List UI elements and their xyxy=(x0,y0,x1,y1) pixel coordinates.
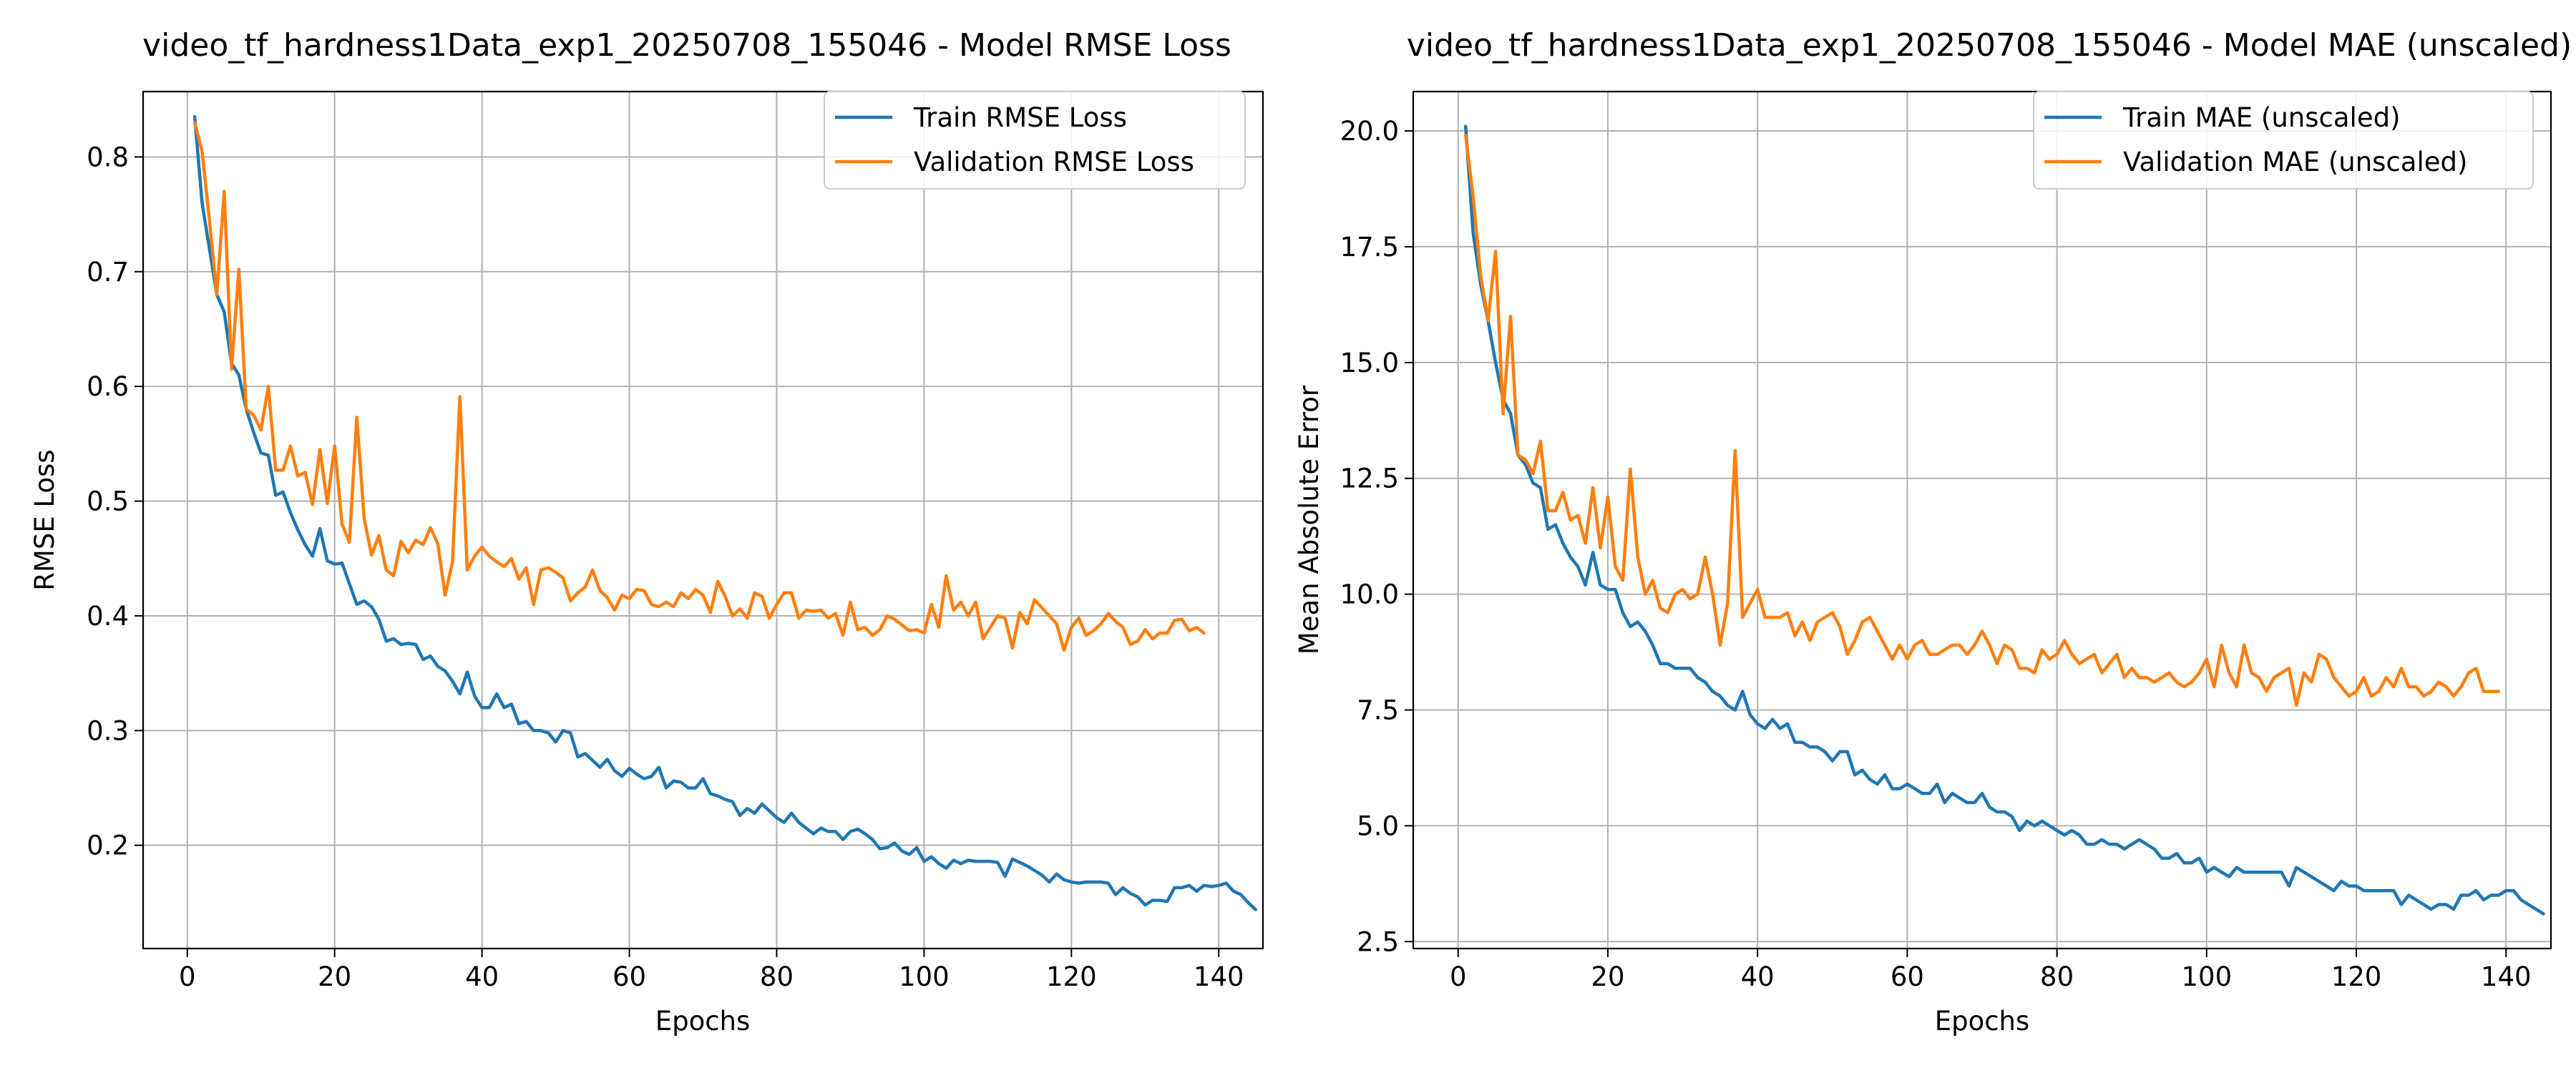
rmse-series xyxy=(192,115,1257,911)
rmse-legend-box xyxy=(824,91,1246,190)
rmse-x-ticks: 0 20 40 60 80 100 120 140 xyxy=(179,949,1244,992)
rmse-legend-label-validation: Validation RMSE Loss xyxy=(914,147,1194,177)
mae-series-validation-line xyxy=(1463,134,2501,707)
rmse-x-tick-label: 0 xyxy=(179,961,196,992)
mae-y-ticks: 2.5 5.0 7.5 10.0 12.5 15.0 17.5 20.0 xyxy=(1340,116,1413,957)
rmse-x-tick-label: 60 xyxy=(613,961,646,992)
rmse-y-tick-label: 0.3 xyxy=(87,715,129,746)
mae-x-tick-label: 0 xyxy=(1450,961,1467,992)
mae-y-tick-label: 12.5 xyxy=(1340,464,1399,494)
mae-y-tick-label: 17.5 xyxy=(1340,232,1399,263)
mae-series xyxy=(1463,124,2545,916)
mae-axes-frame xyxy=(1412,90,2552,950)
mae-y-tick-label: 20.0 xyxy=(1340,116,1399,147)
mae-legend-box xyxy=(2033,91,2534,190)
rmse-axes-frame xyxy=(142,90,1264,950)
mae-x-tick-label: 60 xyxy=(1890,961,1924,992)
mae-y-axis-label: Mean Absolute Error xyxy=(1294,385,1324,655)
mae-legend: Train MAE (unscaled) Validation MAE (unsc… xyxy=(2033,91,2534,190)
mae-x-tick-label: 80 xyxy=(2040,961,2074,992)
rmse-loss-panel: video_tf_hardness1Data_exp1_20250708_155… xyxy=(29,27,1264,1037)
rmse-x-axis-label: Epochs xyxy=(655,1006,751,1037)
mae-x-axis-label: Epochs xyxy=(1935,1006,2030,1037)
mae-y-tick-label: 5.0 xyxy=(1357,810,1399,841)
mae-x-tick-label: 120 xyxy=(2331,961,2382,992)
rmse-x-tick-label: 120 xyxy=(1046,961,1097,992)
mae-x-tick-label: 140 xyxy=(2481,961,2532,992)
mae-x-ticks: 0 20 40 60 80 100 120 140 xyxy=(1450,949,2532,992)
rmse-grid xyxy=(143,92,1263,949)
rmse-x-tick-label: 40 xyxy=(465,961,499,992)
mae-x-tick-label: 100 xyxy=(2182,961,2233,992)
mae-y-tick-label: 10.0 xyxy=(1340,579,1399,610)
rmse-x-tick-label: 100 xyxy=(899,961,950,992)
rmse-y-tick-label: 0.7 xyxy=(87,257,129,288)
rmse-legend: Train RMSE Loss Validation RMSE Loss xyxy=(824,91,1246,190)
rmse-chart-title: video_tf_hardness1Data_exp1_20250708_155… xyxy=(142,27,1231,64)
rmse-series-validation-line xyxy=(192,121,1206,652)
rmse-x-tick-label: 20 xyxy=(318,961,351,992)
rmse-y-tick-label: 0.5 xyxy=(87,486,129,517)
mae-x-tick-label: 20 xyxy=(1591,961,1624,992)
mae-legend-label-train: Train MAE (unscaled) xyxy=(2122,102,2401,133)
rmse-y-tick-label: 0.6 xyxy=(87,371,129,402)
rmse-y-ticks: 0.2 0.3 0.4 0.5 0.6 0.7 0.8 xyxy=(87,142,143,861)
mae-series-train-line xyxy=(1463,124,2545,916)
mae-chart-title: video_tf_hardness1Data_exp1_20250708_155… xyxy=(1407,27,2572,64)
mae-grid xyxy=(1413,92,2551,949)
rmse-y-tick-label: 0.8 xyxy=(87,142,129,172)
rmse-series-train-line xyxy=(192,115,1257,911)
rmse-y-tick-label: 0.2 xyxy=(87,831,129,861)
rmse-x-tick-label: 80 xyxy=(760,961,794,992)
rmse-legend-label-train: Train RMSE Loss xyxy=(913,102,1127,133)
mae-legend-label-validation: Validation MAE (unscaled) xyxy=(2123,147,2467,177)
rmse-x-tick-label: 140 xyxy=(1194,961,1244,992)
mae-x-tick-label: 40 xyxy=(1741,961,1775,992)
mae-y-tick-label: 15.0 xyxy=(1340,348,1399,378)
rmse-y-axis-label: RMSE Loss xyxy=(29,449,60,590)
rmse-y-tick-label: 0.4 xyxy=(87,601,129,632)
mae-panel: video_tf_hardness1Data_exp1_20250708_155… xyxy=(1294,27,2572,1037)
mae-y-tick-label: 2.5 xyxy=(1357,926,1399,957)
mae-y-tick-label: 7.5 xyxy=(1357,695,1399,726)
